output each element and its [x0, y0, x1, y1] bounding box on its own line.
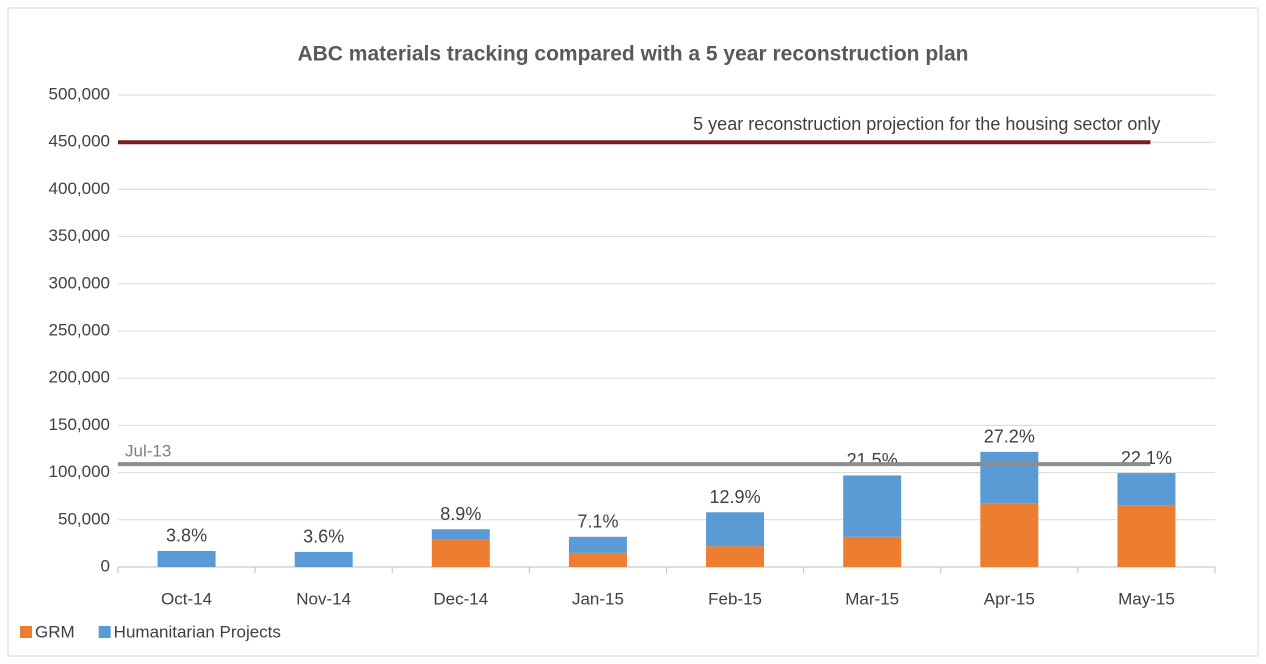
y-tick-label: 200,000 [49, 368, 110, 387]
y-tick-label: 150,000 [49, 415, 110, 434]
y-tick-label: 100,000 [49, 462, 110, 481]
bar-segment [294, 551, 353, 567]
y-tick-label: 400,000 [49, 179, 110, 198]
percent-label: 8.9% [440, 504, 481, 524]
x-tick-label: Oct-14 [161, 589, 212, 608]
bar-segment [431, 529, 490, 540]
x-tick-label: Jan-15 [572, 589, 624, 608]
bar-segment [568, 536, 627, 553]
reference-label: Jul-13 [125, 442, 171, 461]
x-tick-label: Dec-14 [433, 589, 488, 608]
x-tick-label: Mar-15 [845, 589, 899, 608]
y-tick-label: 450,000 [49, 132, 110, 151]
percent-label: 3.8% [166, 526, 207, 546]
y-tick-label: 350,000 [49, 226, 110, 245]
bar-segment [980, 451, 1039, 504]
bar-segment [431, 539, 490, 567]
percent-label: 27.2% [984, 427, 1035, 447]
bar-segment [843, 536, 902, 567]
y-tick-label: 300,000 [49, 273, 110, 292]
bar-segment [706, 546, 765, 567]
y-tick-label: 250,000 [49, 320, 110, 339]
legend-label: Humanitarian Projects [114, 622, 281, 641]
legend-swatch [98, 626, 111, 638]
reference-label: 5 year reconstruction projection for the… [693, 114, 1160, 134]
bar-segment [1117, 505, 1176, 567]
bar-segment [980, 503, 1039, 567]
x-tick-label: Nov-14 [296, 589, 351, 608]
bar-segment [706, 512, 765, 547]
x-tick-label: Apr-15 [984, 589, 1035, 608]
chart-title: ABC materials tracking compared with a 5… [297, 43, 968, 66]
percent-label: 7.1% [577, 512, 618, 532]
percent-label: 3.6% [303, 527, 344, 547]
legend-label: GRM [35, 622, 75, 641]
x-tick-label: May-15 [1118, 589, 1175, 608]
x-tick-label: Feb-15 [708, 589, 762, 608]
bar-segment [568, 552, 627, 567]
y-tick-label: 0 [101, 556, 110, 575]
percent-label: 12.9% [710, 487, 761, 507]
bar-segment [843, 475, 902, 537]
chart-frame [7, 7, 1259, 657]
bar-segment [157, 550, 216, 567]
y-tick-label: 50,000 [58, 509, 110, 528]
legend-swatch [20, 626, 32, 638]
percent-label: 21.5% [847, 450, 898, 470]
bar-segment [1117, 473, 1176, 506]
y-tick-label: 500,000 [49, 84, 110, 103]
